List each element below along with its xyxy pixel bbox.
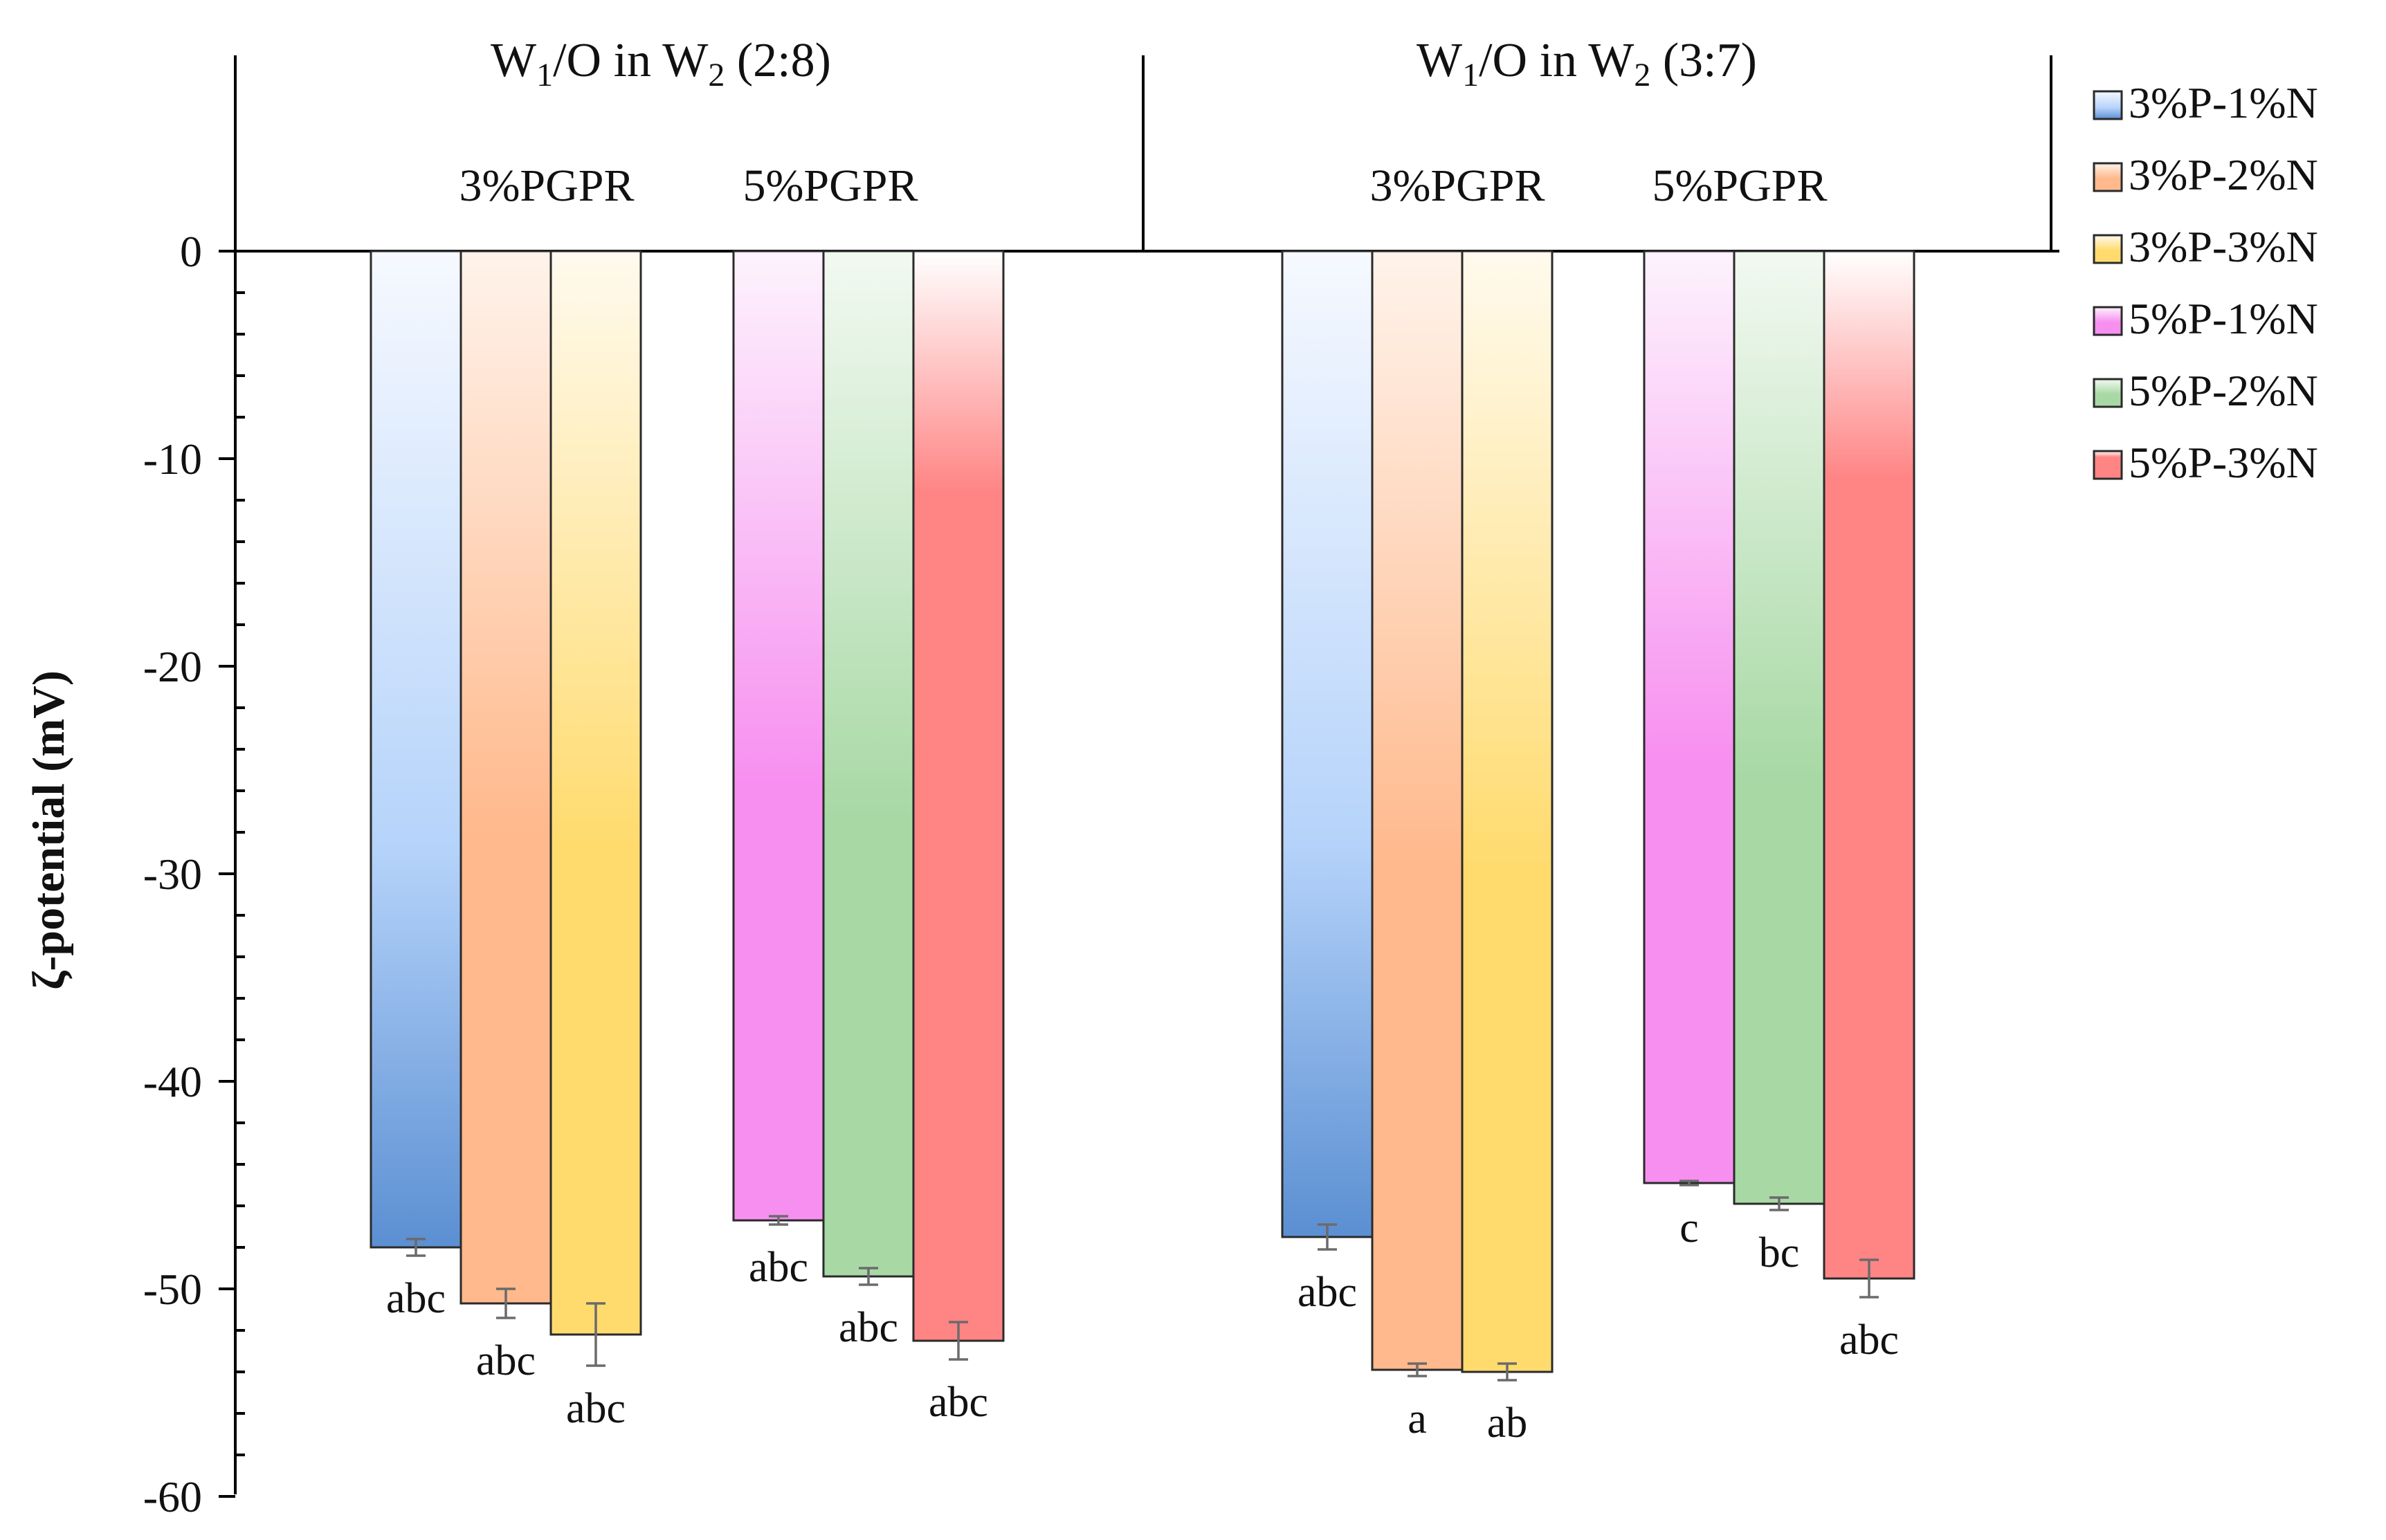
y-axis-ticks: 0 -10 -20 -30 -40 -50 -60: [143, 227, 245, 1521]
legend-label: 3%P-2%N: [2129, 150, 2318, 199]
legend-swatch: [2093, 162, 2123, 192]
significance-label: abc: [566, 1385, 626, 1432]
bar-marks: [370, 250, 1915, 1382]
bar-5%P-1%N: [732, 250, 825, 1222]
significance-label: abc: [386, 1275, 446, 1322]
legend-label: 5%P-3%N: [2129, 438, 2318, 487]
legend-swatch: [2093, 306, 2123, 336]
legend-label: 3%P-1%N: [2129, 78, 2318, 127]
significance-label: bc: [1759, 1229, 1800, 1276]
legend-label: 3%P-3%N: [2129, 222, 2318, 271]
y-tick-label: -60: [143, 1472, 202, 1521]
significance-label: abc: [749, 1244, 808, 1291]
bar-3%P-3%N: [1461, 250, 1554, 1373]
bar-3%P-1%N: [1281, 250, 1374, 1238]
significance-label: abc: [1839, 1317, 1899, 1364]
subgroup-label: 3%PGPR: [1369, 161, 1545, 211]
bar-3%P-2%N: [1371, 250, 1464, 1371]
bar-5%P-3%N: [1823, 250, 1915, 1280]
y-tick-label: -20: [143, 642, 202, 691]
group-title: W1/O in W2 (2:8): [491, 34, 831, 93]
legend-swatch: [2093, 450, 2123, 480]
legend: 3%P-1%N 3%P-2%N 3%P-3%N 5%P-1%N 5%P-2%N 5%P-3…: [2093, 78, 2318, 487]
significance-label: abc: [839, 1304, 898, 1351]
bar-5%P-3%N: [912, 250, 1005, 1342]
legend-swatch: [2093, 378, 2123, 408]
legend-swatch: [2093, 90, 2123, 120]
chart-text-labels: W1/O in W2 (2:8)3%PGPRabcabcabc5%PGPRabc…: [386, 34, 1899, 1447]
significance-label: c: [1679, 1204, 1699, 1252]
y-tick-label: -50: [143, 1265, 202, 1314]
significance-label: abc: [476, 1337, 536, 1384]
significance-label: abc: [929, 1379, 988, 1426]
bar-3%P-1%N: [370, 250, 462, 1249]
subgroup-label: 3%PGPR: [459, 161, 634, 211]
y-tick-label: -40: [143, 1057, 202, 1106]
bar-5%P-1%N: [1643, 250, 1736, 1184]
bar-3%P-2%N: [459, 250, 552, 1305]
y-tick-label: -30: [143, 850, 202, 899]
significance-label: ab: [1487, 1400, 1528, 1447]
significance-label: a: [1408, 1395, 1427, 1442]
significance-label: abc: [1297, 1269, 1357, 1316]
legend-swatch: [2093, 234, 2123, 264]
legend-label: 5%P-2%N: [2129, 366, 2318, 415]
bar-3%P-3%N: [549, 250, 642, 1336]
legend-label: 5%P-1%N: [2129, 294, 2318, 343]
y-axis-label: ζ-potential (mV): [24, 670, 74, 990]
y-tick-label: -10: [143, 434, 202, 484]
subgroup-label: 5%PGPR: [743, 161, 918, 211]
subgroup-label: 5%PGPR: [1652, 161, 1827, 211]
bar-5%P-2%N: [1733, 250, 1825, 1205]
y-tick-label: 0: [180, 227, 202, 276]
group-title: W1/O in W2 (3:7): [1417, 34, 1757, 93]
bar-5%P-2%N: [822, 250, 915, 1278]
